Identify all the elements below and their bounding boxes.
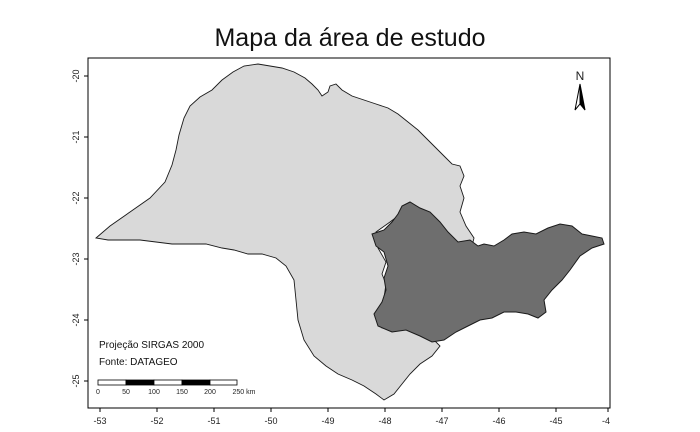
y-tick-label: -24 [71, 313, 81, 326]
x-tick-label: -4 [602, 416, 610, 426]
x-tick-label: -52 [150, 416, 163, 426]
scale-label: 100 [148, 389, 160, 396]
scale-label: 150 [176, 389, 188, 396]
scale-label: 200 [204, 389, 216, 396]
y-tick-label: -25 [71, 374, 81, 387]
x-tick-label: -53 [93, 416, 106, 426]
x-tick-label: -45 [549, 416, 562, 426]
projection-note: Projeção SIRGAS 2000 [99, 340, 205, 351]
x-tick-label: -46 [492, 416, 505, 426]
map-frame [87, 57, 611, 409]
source-note: Fonte: DATAGEO [99, 357, 178, 368]
x-tick-label: -50 [264, 416, 277, 426]
x-tick-label: -51 [207, 416, 220, 426]
y-axis: -20 -21 -22 -23 -24 -25 [71, 69, 88, 388]
y-tick-label: -20 [71, 69, 81, 82]
x-axis: -53 -52 -51 -50 -49 -48 -47 -46 -45 -4 [93, 408, 610, 426]
north-label: N [576, 69, 585, 83]
x-tick-label: -48 [378, 416, 391, 426]
scale-bar: 0 50 100 150 200 250 km [96, 379, 256, 396]
scale-label: 50 [122, 389, 130, 396]
study-area [371, 201, 605, 343]
y-tick-label: -22 [71, 191, 81, 204]
x-tick-label: -49 [321, 416, 334, 426]
scale-label: 0 [96, 389, 100, 396]
north-arrow-icon [574, 83, 586, 111]
y-tick-label: -21 [71, 130, 81, 143]
scale-label: 250 km [233, 389, 256, 396]
y-tick-label: -23 [71, 252, 81, 265]
map-title: Mapa da área de estudo [214, 24, 486, 52]
x-tick-label: -47 [435, 416, 448, 426]
